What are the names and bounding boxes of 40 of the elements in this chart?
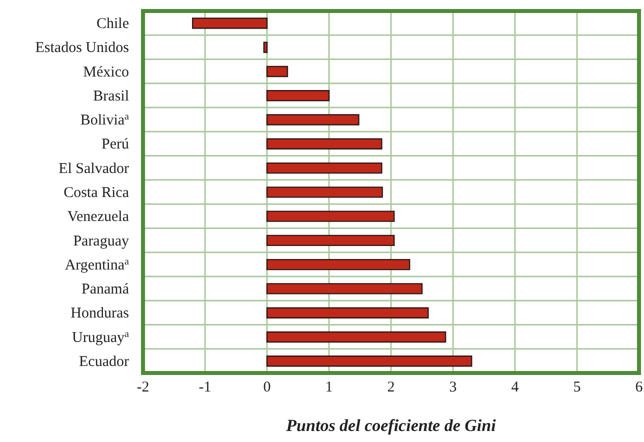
bar [266, 331, 446, 343]
bar [266, 138, 382, 150]
bar [266, 356, 472, 367]
y-tick-label: Argentina$^{a}$ [64, 256, 130, 274]
x-tick-label: 0 [263, 380, 271, 396]
x-tick-label: 3 [449, 380, 457, 396]
bar [266, 114, 360, 126]
y-tick-label: Honduras [70, 306, 130, 322]
y-tick-label: México [83, 64, 129, 80]
x-tick-label: 4 [511, 380, 520, 396]
bar [266, 258, 410, 270]
y-tick-label: Estados Unidos [35, 40, 130, 56]
x-axis-title: Puntos del coeficiente de Gini [285, 416, 496, 435]
y-tick-label: Uruguay$^{a}$ [72, 328, 130, 346]
y-tick-label: Bolivia$^{a}$ [80, 111, 130, 129]
bar [266, 66, 288, 78]
y-tick-label: El Salvador [58, 160, 129, 177]
bar [266, 234, 395, 246]
y-tick-label: Chile [96, 16, 130, 32]
bar [192, 18, 268, 29]
bar [266, 162, 382, 174]
y-tick-label: Panamá [82, 282, 130, 298]
x-tick-label: -1 [198, 380, 212, 396]
bar [263, 42, 268, 53]
x-tick-label: 6 [635, 380, 644, 396]
bar [266, 210, 395, 222]
y-tick-label: Costa Rica [64, 185, 130, 201]
bar [266, 186, 383, 198]
bar [266, 90, 330, 102]
x-tick-label: 5 [573, 380, 581, 396]
y-tick-label: Brasil [93, 88, 129, 104]
y-tick-label: Paraguay [73, 233, 130, 250]
y-tick-label: Perú [102, 136, 130, 153]
bar [266, 307, 429, 318]
x-tick-label: 1 [325, 380, 333, 396]
bar [266, 283, 423, 294]
x-tick-label: -2 [136, 380, 150, 396]
x-tick-label: 2 [387, 380, 395, 396]
y-tick-label: Venezuela [67, 209, 130, 226]
y-tick-label: Ecuador [79, 354, 129, 370]
